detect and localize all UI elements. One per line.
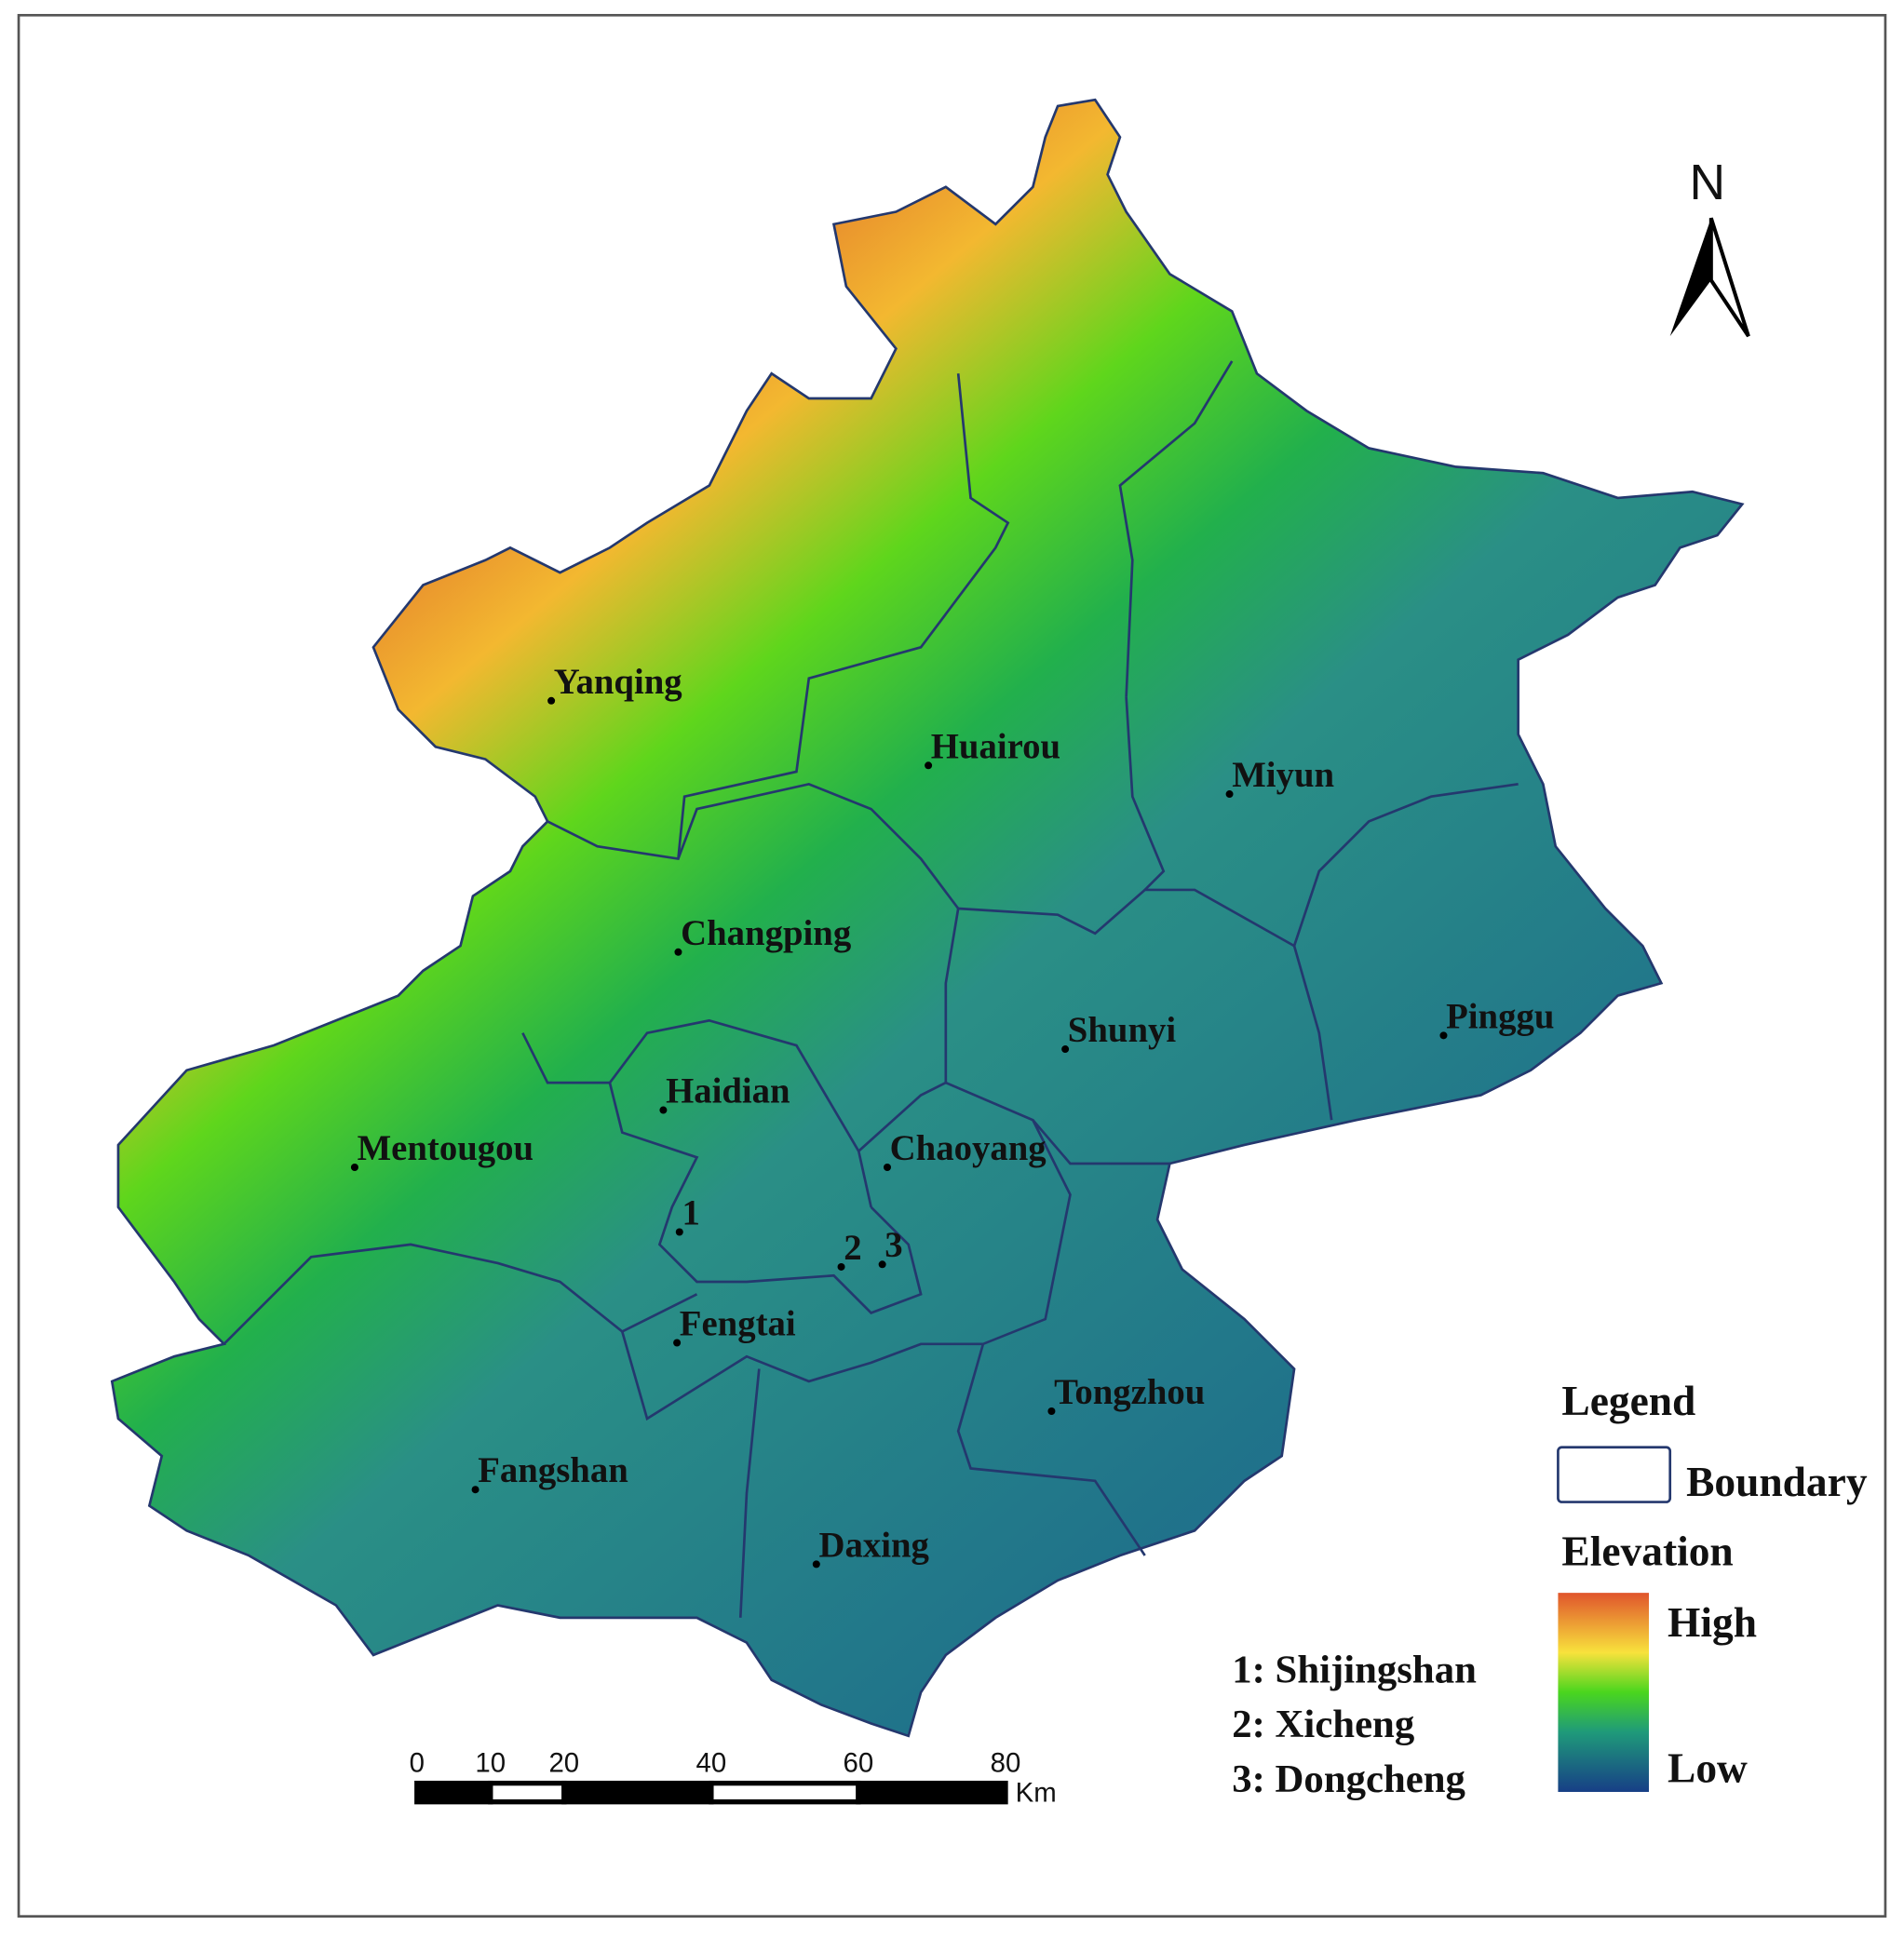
scale-tick-label: 60 [844,1748,874,1779]
district-label: 2 [844,1228,861,1268]
north-label: N [1690,155,1726,210]
scale-tick-label: 40 [696,1748,727,1779]
district-seat [837,1262,845,1271]
district-label: Chaoyang [890,1128,1047,1168]
district-label: Huairou [931,726,1060,766]
district-seat [547,696,556,705]
key-entry: 3: Dongcheng [1232,1757,1465,1801]
district-label: Yanqing [554,662,682,702]
district-label: Shunyi [1068,1010,1177,1050]
district-seat [1225,790,1234,799]
scale-segment [561,1780,714,1805]
beijing-elevation [110,98,1745,1738]
scale-tick-label: 10 [475,1748,506,1779]
district-label: Pinggu [1446,996,1554,1036]
district-label: 3 [884,1225,902,1265]
district-seat [659,1106,668,1114]
boundary-swatch [1557,1446,1672,1503]
north-arrow [1669,218,1711,337]
district-label: Fangshan [478,1450,628,1490]
district-label: Fengtai [680,1303,796,1343]
district-boundaries [223,360,1519,1618]
scale-tick-label: 20 [548,1748,579,1779]
legend-high: High [1668,1599,1757,1646]
district-seat [925,761,933,770]
district-label: Haidian [666,1071,790,1111]
frame [17,13,1887,1918]
district-label: Miyun [1232,755,1334,795]
scale-tick-label: 0 [410,1748,425,1779]
legend-title: Legend [1561,1378,1695,1424]
key-entry: 2: Xicheng [1232,1703,1414,1746]
district-seat [471,1486,479,1494]
district-label: Daxing [818,1525,928,1565]
legend-boundary: Boundary [1686,1459,1868,1505]
district-seat [878,1260,886,1269]
scale-segment [856,1780,1008,1805]
district-seat [1061,1045,1070,1054]
legend-elevation: Elevation [1561,1528,1733,1575]
district-seat [883,1164,892,1172]
district-label: 1 [682,1193,699,1233]
district-seat [674,948,682,956]
legend-low: Low [1668,1744,1748,1791]
district-label: Changping [681,913,851,953]
district-seat [1439,1031,1448,1040]
north-arrow [1708,217,1750,338]
district-seat [673,1339,682,1347]
district-seat [675,1228,683,1236]
scale-unit: Km [1016,1778,1057,1809]
district-label: Mentougou [358,1128,533,1168]
district-label: Tongzhou [1054,1372,1205,1412]
scale-tick-label: 80 [991,1748,1021,1779]
elevation-bar [1558,1593,1649,1792]
scale-segment [709,1780,861,1805]
scale-segment [414,1780,493,1805]
district-seat [1047,1407,1056,1416]
district-seat [350,1164,358,1172]
district-seat [812,1560,820,1569]
scale-segment [488,1780,567,1805]
key-entry: 1: Shijingshan [1232,1648,1477,1691]
